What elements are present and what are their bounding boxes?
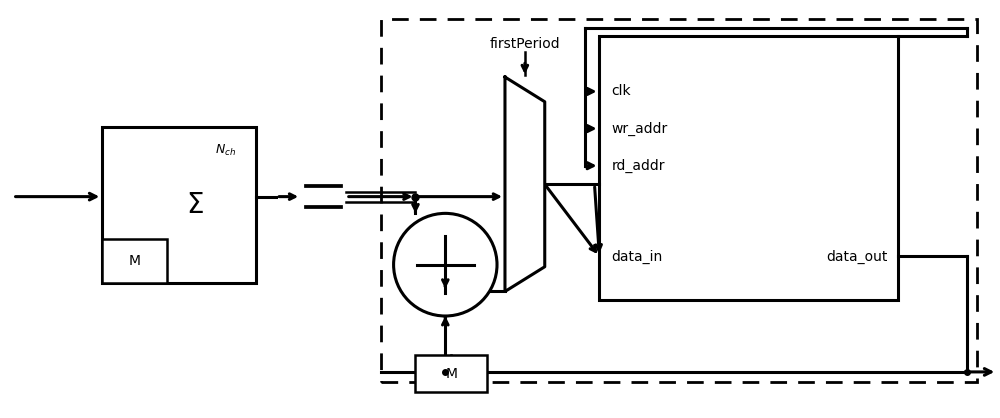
Bar <box>415 355 487 392</box>
Text: $N_{ch}$: $N_{ch}$ <box>215 143 236 158</box>
Bar <box>102 240 167 283</box>
Text: data_out: data_out <box>826 250 888 263</box>
Bar <box>102 127 256 283</box>
Text: $\Sigma$: $\Sigma$ <box>186 191 204 219</box>
Text: rd_addr: rd_addr <box>611 158 665 173</box>
Text: wr_addr: wr_addr <box>611 122 668 136</box>
Bar <box>599 36 898 300</box>
Text: M: M <box>445 367 457 380</box>
Bar <box>381 19 977 382</box>
Text: clk: clk <box>611 84 631 99</box>
Ellipse shape <box>394 213 497 316</box>
Text: firstPeriod: firstPeriod <box>490 37 560 51</box>
Text: M: M <box>129 254 141 268</box>
Text: data_in: data_in <box>611 250 663 263</box>
